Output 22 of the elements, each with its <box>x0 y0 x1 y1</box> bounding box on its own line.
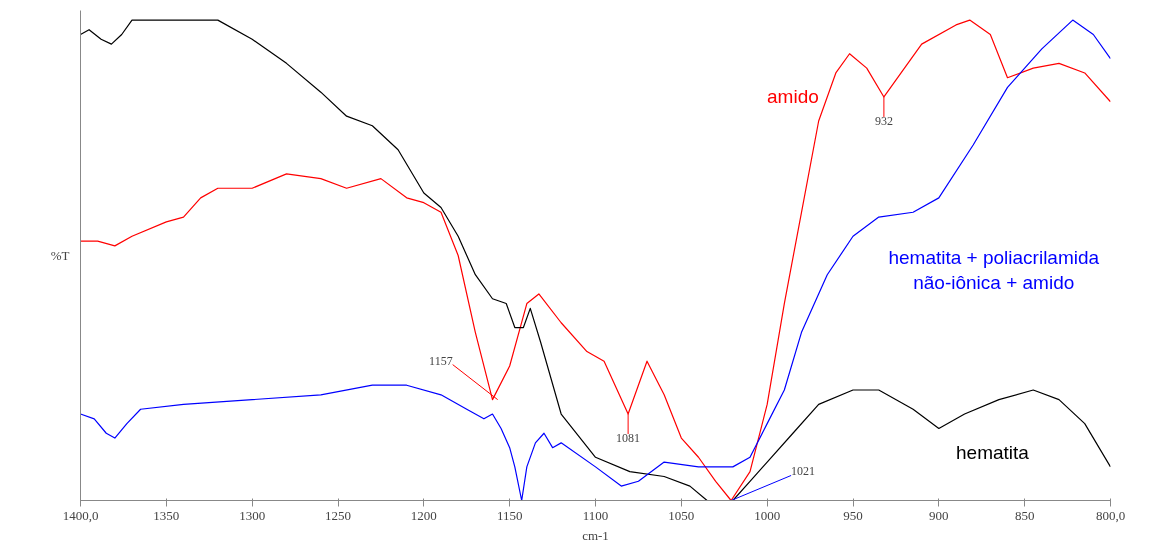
x-tick-label: 1150 <box>496 507 523 523</box>
x-tick-label: 1050 <box>668 507 695 523</box>
x-tick-label: 900 <box>929 507 949 523</box>
x-tick-label: 1350 <box>153 507 180 523</box>
x-tick-label: 800,0 <box>1095 507 1126 523</box>
series-label: hematita <box>956 441 1030 463</box>
x-tick-label: 1250 <box>325 507 351 523</box>
annotation: 932 <box>874 113 893 128</box>
annotation: 1021 <box>791 464 816 479</box>
x-tick-label: 850 <box>1014 507 1035 523</box>
x-tick-label: 1000 <box>754 507 781 523</box>
x-tick-label: 1200 <box>410 507 437 523</box>
annotation: 1157 <box>429 353 453 368</box>
x-tick-label: 950 <box>843 507 863 523</box>
x-axis-title: cm-1 <box>582 527 609 543</box>
series-label: hematita + poliacrilamida não-iônica + amido <box>888 246 1100 294</box>
annotation: 1081 <box>616 431 641 446</box>
x-tick-label: 1400,0 <box>62 507 99 523</box>
y-axis-title: %T <box>50 248 70 263</box>
series-label: amido <box>767 86 819 108</box>
x-tick-label: 1300 <box>239 507 266 523</box>
x-tick-label: 1100 <box>582 507 609 523</box>
